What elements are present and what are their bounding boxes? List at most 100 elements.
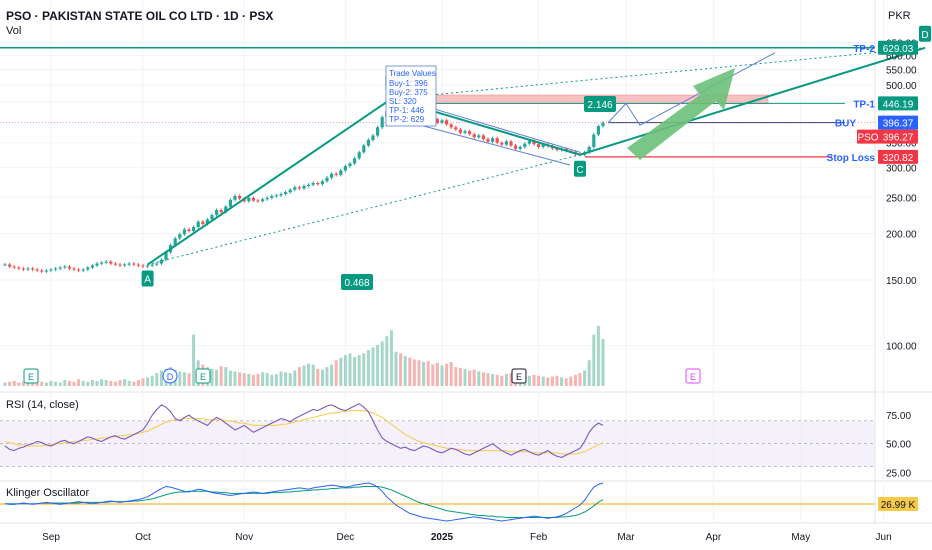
candle-body: [463, 131, 467, 133]
volume-bar: [81, 380, 85, 386]
volume-bar: [527, 375, 531, 386]
rsi-tick-label: 50.00: [886, 440, 911, 451]
candle-body: [205, 219, 209, 224]
price-tick-label: 150.00: [886, 276, 917, 287]
volume-bar: [445, 363, 449, 386]
symbol-title[interactable]: PSO · PAKISTAN STATE OIL CO LTD · 1D · P…: [6, 9, 274, 23]
volume-bar: [596, 326, 600, 386]
volume-bar: [8, 381, 12, 386]
price-tick-label: 500.00: [886, 81, 917, 92]
volume-bar: [449, 362, 453, 386]
volume-bar: [366, 350, 370, 386]
volume-bar: [546, 377, 550, 386]
level-name-label: BUY: [835, 119, 856, 130]
candle-body: [58, 267, 62, 269]
trade-values-line: TP-1: 446: [389, 106, 425, 115]
volume-bar: [293, 370, 297, 386]
volume-bar: [178, 371, 182, 386]
candle-body: [8, 264, 12, 267]
ratio-label: 2.146: [587, 100, 612, 111]
candle-body: [601, 122, 605, 127]
candle-body: [113, 263, 117, 265]
time-tick-label: May: [791, 532, 810, 543]
volume-bar: [583, 370, 587, 386]
ratio-label-bg: [584, 96, 616, 112]
rsi-pane: 75.00 50.00 25.00: [0, 403, 911, 479]
event-badge-label: E: [516, 372, 522, 382]
volume-bar: [316, 368, 320, 386]
candle-body: [491, 138, 495, 142]
event-badge: [162, 368, 178, 384]
level-tag-label: 396.37: [883, 119, 914, 130]
candle-body: [224, 206, 228, 213]
candle-body: [495, 138, 499, 143]
event-badge: [23, 368, 39, 384]
volume-bar: [550, 376, 554, 386]
volume-bar: [136, 380, 140, 386]
volume-label[interactable]: Vol: [6, 25, 22, 37]
volume-bar: [155, 373, 159, 386]
volume-bar: [288, 373, 292, 386]
volume-bar: [49, 380, 53, 386]
trade-values-line: Buy-1: 396: [389, 79, 428, 88]
volume-bar: [132, 381, 136, 386]
level-tag-label: 396.27: [883, 133, 914, 144]
candle-body: [132, 263, 136, 265]
volume-bar: [3, 382, 7, 386]
candle-body: [123, 264, 127, 266]
rsi-title[interactable]: RSI (14, close): [6, 399, 79, 411]
volume-bar: [399, 353, 403, 386]
candle-body: [445, 120, 449, 125]
candle-body: [472, 134, 476, 138]
candle-body: [334, 173, 338, 175]
currency-label[interactable]: PKR: [888, 10, 911, 22]
volume-bar: [569, 376, 573, 386]
volume-bar: [113, 381, 117, 386]
candle-body: [468, 131, 472, 135]
volume-bar: [247, 374, 251, 386]
candle-body: [523, 143, 527, 147]
time-tick-label: Jun: [876, 532, 892, 543]
volume-bar: [417, 360, 421, 386]
volume-bar: [238, 372, 242, 386]
volume-bar: [357, 355, 361, 386]
candle-body: [26, 268, 30, 270]
candle-body: [311, 182, 315, 185]
candle-body: [316, 182, 320, 185]
volume-bar: [362, 353, 366, 386]
candle-body: [514, 145, 518, 149]
volume-bar: [118, 380, 122, 386]
trade-values-line: TP-2: 629: [389, 115, 425, 124]
volume-bar: [601, 338, 605, 386]
volume-bar: [509, 373, 513, 386]
candle-body: [297, 187, 301, 189]
candle-body: [192, 227, 196, 231]
candle-body: [196, 221, 200, 228]
volume-bar: [228, 370, 232, 386]
volume-bar: [458, 368, 462, 386]
volume-bar: [495, 374, 499, 386]
volume-bar: [578, 373, 582, 386]
volume-bar: [408, 357, 412, 386]
volume-bar: [426, 361, 430, 386]
candle-body: [362, 145, 366, 153]
candle-body: [35, 269, 39, 271]
candle-body: [44, 270, 48, 272]
pattern-point-label: A: [144, 275, 151, 286]
volume-bar: [17, 382, 21, 386]
candle-body: [440, 120, 444, 123]
candle-body: [449, 124, 453, 128]
time-tick-label: Nov: [235, 532, 253, 543]
candle-body: [67, 266, 71, 269]
volume-bar: [219, 366, 223, 386]
klinger-title[interactable]: Klinger Oscillator: [6, 487, 90, 499]
volume-bar: [210, 368, 214, 386]
volume-bar: [44, 382, 48, 386]
candle-body: [215, 210, 219, 216]
volume-bar: [100, 379, 104, 386]
volume-bar: [385, 336, 389, 386]
klinger-tag-label: 26.99 K: [881, 500, 916, 511]
candle-body: [454, 127, 458, 130]
